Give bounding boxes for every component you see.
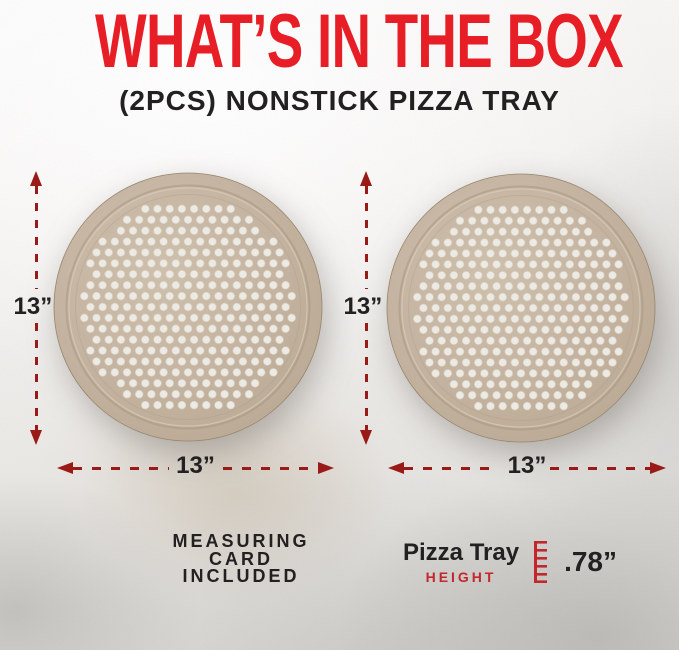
- page-subtitle: (2PCS) NONSTICK PIZZA TRAY: [119, 85, 560, 116]
- perforation-holes: [413, 205, 629, 411]
- dashed-line: [550, 466, 650, 470]
- dashed-line: [364, 323, 368, 430]
- height-label: HEIGHT: [425, 569, 497, 585]
- dashed-line: [364, 186, 368, 289]
- measuring-card-line: MEASURING: [172, 531, 310, 551]
- dashed-line: [223, 466, 318, 470]
- dashed-line: [73, 466, 169, 470]
- measuring-card-note: MEASURING CARD INCLUDED: [141, 531, 341, 586]
- dimension-label: 13”: [507, 451, 547, 479]
- dashed-line: [34, 323, 38, 430]
- pizza-tray-right: [386, 173, 656, 443]
- horizontal-dimension-arrow-left-tray: 13”: [57, 452, 334, 479]
- pizza-tray-left: [53, 172, 323, 442]
- horizontal-dimension-arrow-right-tray: 13”: [388, 452, 666, 479]
- dashed-line: [404, 466, 496, 470]
- tray-height-text: Pizza Tray HEIGHT: [403, 539, 519, 585]
- perforation-holes: [80, 204, 296, 410]
- dimension-label: 13”: [343, 293, 383, 320]
- tray-height-note: Pizza Tray HEIGHT .78”: [403, 539, 617, 585]
- measuring-card-line: CARD: [209, 548, 273, 569]
- product-name: Pizza Tray: [403, 539, 520, 566]
- ruler-icon: [534, 541, 548, 583]
- vertical-dimension-arrow-left-tray: 13”: [14, 171, 52, 445]
- dimension-label: 13”: [176, 451, 215, 479]
- measuring-card-line: INCLUDED: [182, 566, 300, 586]
- vertical-dimension-arrow-right-tray: 13”: [344, 171, 382, 445]
- dimension-label: 13”: [13, 293, 53, 320]
- height-value: .78”: [564, 546, 617, 577]
- page-title: WHAT’S IN THE BOX: [95, 0, 624, 84]
- dashed-line: [34, 186, 38, 289]
